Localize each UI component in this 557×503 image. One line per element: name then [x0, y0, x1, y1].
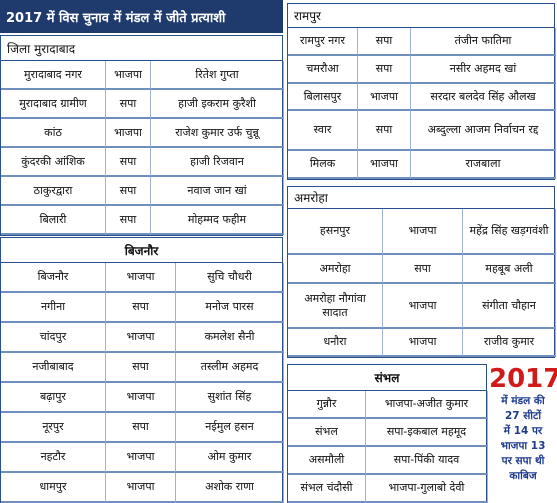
- table-cell: बिलारी: [1, 206, 106, 235]
- table-cell: भाजपा: [106, 383, 176, 413]
- table-cell: हाजी रिजवान: [151, 148, 284, 177]
- table-cell: मुरादाबाद ग्रामीण: [1, 90, 106, 119]
- table-cell: सपा-पिंकी यादव: [366, 447, 488, 475]
- table-cell: भाजपा: [106, 263, 176, 293]
- section-title: अमरोहा: [288, 187, 554, 209]
- section: रामपुर रामपुर नगर सपा तंजीन फातिमा चमरौआ सपा न…: [287, 3, 556, 180]
- table-cell: महेंद्र सिंह खड़गवंशी: [463, 209, 556, 255]
- table-cell: सपा: [106, 206, 151, 235]
- table-cell: मुरादाबाद नगर: [1, 61, 106, 90]
- table-cell: स्वार: [288, 111, 358, 151]
- table-cell: तंजीन फातिमा: [411, 28, 556, 56]
- table-cell: अमरोहा नौगांवा सादात: [288, 284, 383, 329]
- table-cell: मिलक: [288, 151, 358, 179]
- table-cell: भाजपा: [106, 119, 151, 148]
- table-cell: सपा: [106, 148, 151, 177]
- table-cell: राजेश कुमार उर्फ चुन्नू: [151, 119, 284, 148]
- table-cell: नगीना: [1, 293, 106, 323]
- table-cell: बिलासपुर: [288, 84, 358, 111]
- table-cell: असमौली: [288, 447, 366, 475]
- table-cell: अशोक राणा: [176, 473, 284, 503]
- table-cell: सुशांत सिंह: [176, 383, 284, 413]
- callout-line: पर सपा थी: [501, 455, 545, 467]
- table-cell: सपा: [358, 28, 411, 56]
- callout-year: 2017: [489, 364, 557, 394]
- table-cell: भाजपा-गुलाबो देवी: [366, 475, 488, 503]
- table-cell: नसीर अहमद खां: [411, 56, 556, 84]
- table-cell: नवाज जान खां: [151, 177, 284, 206]
- callout-line: काबिज: [509, 470, 537, 482]
- section: संभल गुन्नौर भाजपा-अजीत कुमार संभल सपा-इकबाल…: [287, 364, 488, 503]
- table-cell: भाजपा: [106, 61, 151, 90]
- table-cell: सुचि चौधरी: [176, 263, 284, 293]
- table-cell: बढ़ापुर: [1, 383, 106, 413]
- section-title: बिजनौर: [1, 238, 282, 263]
- table-cell: मनोज पारस: [176, 293, 284, 323]
- callout-line: में 14 पर: [503, 425, 543, 437]
- section-title: संभल: [288, 365, 486, 391]
- table-cell: कांठ: [1, 119, 106, 148]
- table-cell: अमरोहा: [288, 255, 383, 284]
- table-cell: भाजपा: [358, 84, 411, 111]
- table-cell: तस्लीम अहमद: [176, 353, 284, 383]
- section: बिजनौर बिजनौर भाजपा सुचि चौधरी नगीना सपा मनोज …: [0, 237, 284, 503]
- callout-line: में मंडल की: [501, 395, 545, 407]
- table-cell: भाजपा: [383, 284, 463, 329]
- table-cell: नूरपुर: [1, 413, 106, 443]
- table-cell: ठाकुरद्वारा: [1, 177, 106, 206]
- table-cell: भाजपा: [358, 151, 411, 179]
- table-cell: चमरौआ: [288, 56, 358, 84]
- table-cell: सरदार बलदेव सिंह औलख: [411, 84, 556, 111]
- table-cell: रितेश गुप्ता: [151, 61, 284, 90]
- table-cell: भाजपा: [383, 209, 463, 255]
- table-cell: कमलेश सैनी: [176, 323, 284, 353]
- table-cell: संगीता चौहान: [463, 284, 556, 329]
- table-cell: सपा: [106, 413, 176, 443]
- callout-text: में मंडल की 27 सीटों में 14 पर भाजपा 13 पर स…: [489, 394, 557, 484]
- table-cell: नहटौर: [1, 443, 106, 473]
- table-cell: बिजनौर: [1, 263, 106, 293]
- table-cell: धनौरा: [288, 329, 383, 357]
- table-cell: ओम कुमार: [176, 443, 284, 473]
- callout-line: भाजपा 13: [500, 440, 546, 452]
- table-cell: महबूब अली: [463, 255, 556, 284]
- table-cell: हाजी इकराम कुरैशी: [151, 90, 284, 119]
- table-cell: भाजपा: [106, 323, 176, 353]
- table-cell: सपा: [358, 56, 411, 84]
- table-cell: धामपुर: [1, 473, 106, 503]
- table-cell: भाजपा: [106, 443, 176, 473]
- table-cell: संभल चंदौसी: [288, 475, 366, 503]
- table-cell: सपा: [106, 353, 176, 383]
- table-cell: राजबाला: [411, 151, 556, 179]
- table-cell: सपा: [106, 293, 176, 323]
- callout-line: 27 सीटों: [504, 410, 542, 422]
- table-cell: सपा: [383, 255, 463, 284]
- table-cell: भाजपा-अजीत कुमार: [366, 391, 488, 419]
- table-cell: राजीव कुमार: [463, 329, 556, 357]
- table-cell: भाजपा: [383, 329, 463, 357]
- main-title: 2017 में विस चुनाव में मंडल में जीते प्र…: [0, 0, 283, 33]
- section-title: रामपुर: [288, 4, 554, 28]
- table-cell: रामपुर नगर: [288, 28, 358, 56]
- section: अमरोहा हसनपुर भाजपा महेंद्र सिंह खड़गवंशी अम…: [287, 186, 556, 358]
- table-cell: चांदपुर: [1, 323, 106, 353]
- table-cell: सपा: [106, 90, 151, 119]
- section: जिला मुरादाबाद मुरादाबाद नगर भाजपा रितेश गु…: [0, 35, 284, 236]
- section-title: जिला मुरादाबाद: [1, 36, 282, 61]
- table-cell: सपा: [106, 177, 151, 206]
- table-cell: भाजपा: [106, 473, 176, 503]
- table-cell: हसनपुर: [288, 209, 383, 255]
- table-cell: सपा: [358, 111, 411, 151]
- table-cell: अब्दुल्ला आजम निर्वाचन रद्द: [411, 111, 556, 151]
- table-cell: संभल: [288, 419, 366, 447]
- table-cell: नजीबाबाद: [1, 353, 106, 383]
- table-cell: मोहम्मद फहीम: [151, 206, 284, 235]
- table-cell: नईमुल हसन: [176, 413, 284, 443]
- callout: 2017 में मंडल की 27 सीटों में 14 पर भाजपा 1…: [489, 364, 557, 503]
- table-cell: कुंदरकी आंशिक: [1, 148, 106, 177]
- table-cell: गुन्नौर: [288, 391, 366, 419]
- table-cell: सपा-इकबाल महमूद: [366, 419, 488, 447]
